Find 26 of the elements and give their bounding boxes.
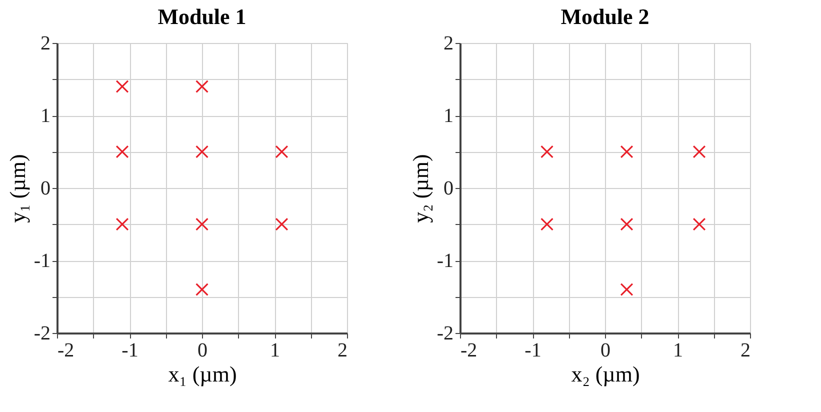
x-tick-label: -1 — [524, 340, 542, 362]
y-axis-title: y₂ (µm) — [408, 154, 433, 223]
y-axis-title: y₁ (µm) — [4, 154, 30, 223]
y-tick-label: -1 — [436, 250, 454, 272]
y-tick-label: 0 — [40, 178, 50, 200]
chart-title: Module 1 — [158, 4, 246, 29]
x-tick-label: -2 — [58, 340, 74, 362]
x-tick-label: 2 — [338, 340, 348, 362]
x-tick-label: 0 — [600, 340, 610, 362]
y-tick-label: 0 — [444, 178, 454, 200]
x-axis-title: x₁ (µm) — [168, 362, 237, 386]
x-axis-title: x₂ (µm) — [571, 362, 640, 386]
y-tick-label: 2 — [444, 32, 454, 54]
chart-title: Module 2 — [560, 4, 650, 29]
y-tick-label: -1 — [34, 250, 50, 272]
y-tick-label: 2 — [40, 32, 50, 54]
y-tick-label: -2 — [436, 322, 454, 344]
x-tick-label: 1 — [270, 340, 280, 362]
x-tick-label: 2 — [740, 340, 750, 362]
x-tick-label: 1 — [673, 340, 683, 362]
y-tick-label: -2 — [34, 322, 50, 344]
y-tick-label: 1 — [40, 105, 50, 127]
y-tick-label: 1 — [444, 105, 454, 127]
x-tick-label: 0 — [198, 340, 208, 362]
x-tick-label: -2 — [460, 340, 478, 362]
x-tick-label: -1 — [122, 340, 138, 362]
